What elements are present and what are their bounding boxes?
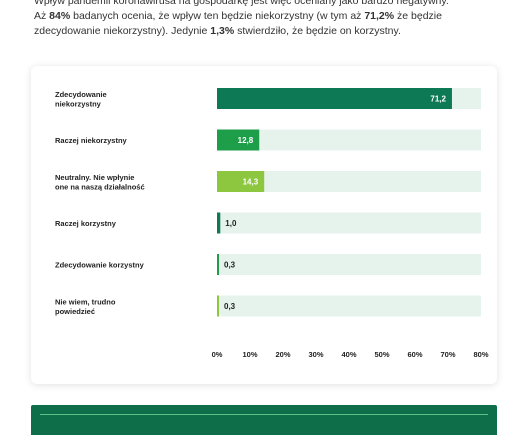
bar (217, 129, 260, 151)
bar (217, 295, 219, 317)
category-label: Neutralny. Nie wpłynie (55, 173, 134, 182)
x-tick-label: 50% (374, 350, 389, 359)
intro-line-1: Wpływ pandemii koronawirusa na gospodark… (34, 0, 449, 7)
bar-track (217, 254, 481, 275)
category-label: Raczej korzystny (55, 219, 117, 228)
footer-divider (40, 414, 488, 415)
category-label: Zdecydowanie korzystny (55, 261, 145, 270)
x-tick-label: 60% (407, 350, 422, 359)
bar-value-label: 14,3 (243, 178, 259, 187)
footer-banner (31, 405, 497, 435)
bar (217, 254, 219, 275)
bar-value-label: 71,2 (430, 95, 446, 104)
category-label: niekorzystny (55, 99, 102, 108)
intro-text: Wpływ pandemii koronawirusa na gospodark… (34, 0, 504, 39)
category-label: powiedzieć (55, 307, 95, 316)
category-label: Nie wiem, trudno (55, 297, 116, 306)
bar-track (217, 212, 481, 234)
x-tick-label: 30% (308, 350, 323, 359)
bar-track (217, 129, 481, 151)
category-label: one na naszą działalność (55, 182, 145, 191)
bar-value-label: 0,3 (224, 302, 236, 311)
x-tick-label: 70% (440, 350, 455, 359)
bar (217, 212, 221, 234)
x-tick-label: 80% (473, 350, 488, 359)
x-tick-label: 10% (242, 350, 257, 359)
intro-line-2: Aż 84% badanych ocenia, że wpływ ten będ… (34, 10, 442, 22)
category-label: Raczej niekorzystny (55, 136, 128, 145)
bar-value-label: 0,3 (224, 261, 236, 270)
bar (217, 88, 452, 109)
chart-card: 71,2 Zdecydowanie niekorzystny 12,8 Raczej n… (31, 66, 497, 384)
bar-track (217, 171, 481, 192)
x-tick-label: 0% (212, 350, 223, 359)
bar-track (217, 295, 481, 317)
intro-line-3: zdecydowanie niekorzystny). Jedynie 1,3%… (34, 25, 401, 37)
bar (217, 171, 265, 192)
category-label: Zdecydowanie (55, 90, 107, 99)
x-tick-label: 20% (275, 350, 290, 359)
bar-value-label: 1,0 (225, 219, 237, 228)
bar-value-label: 12,8 (238, 136, 254, 145)
x-tick-label: 40% (341, 350, 356, 359)
